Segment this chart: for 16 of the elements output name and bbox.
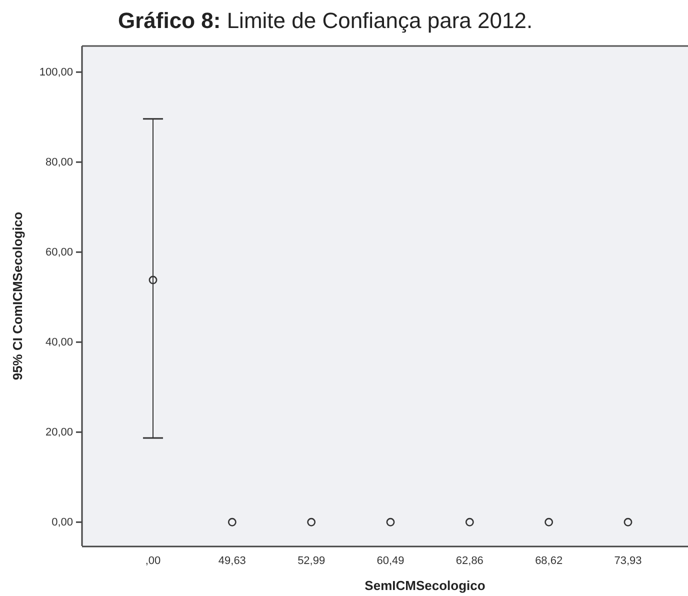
x-tick-label: 49,63 (218, 554, 246, 567)
y-tick-label: 100,00 (39, 66, 73, 79)
y-tick-label: 0,00 (52, 516, 73, 529)
chart-title: Gráfico 8: Limite de Confiança para 2012. (118, 8, 533, 33)
y-axis-title: 95% CI ComICMSecologico (10, 212, 25, 380)
y-tick-label: 40,00 (45, 336, 73, 349)
x-tick-label: 60,49 (376, 554, 404, 567)
x-tick-label: 62,86 (456, 554, 484, 567)
y-tick-label: 20,00 (45, 426, 73, 439)
y-tick-label: 80,00 (45, 156, 73, 169)
x-tick-label: ,00 (145, 554, 161, 567)
x-tick-label: 73,93 (614, 554, 642, 567)
x-tick-label: 52,99 (298, 554, 326, 567)
x-axis-title: SemICMSecologico (364, 578, 486, 593)
y-tick-label: 60,00 (45, 246, 73, 259)
x-tick-label: 68,62 (535, 554, 563, 567)
